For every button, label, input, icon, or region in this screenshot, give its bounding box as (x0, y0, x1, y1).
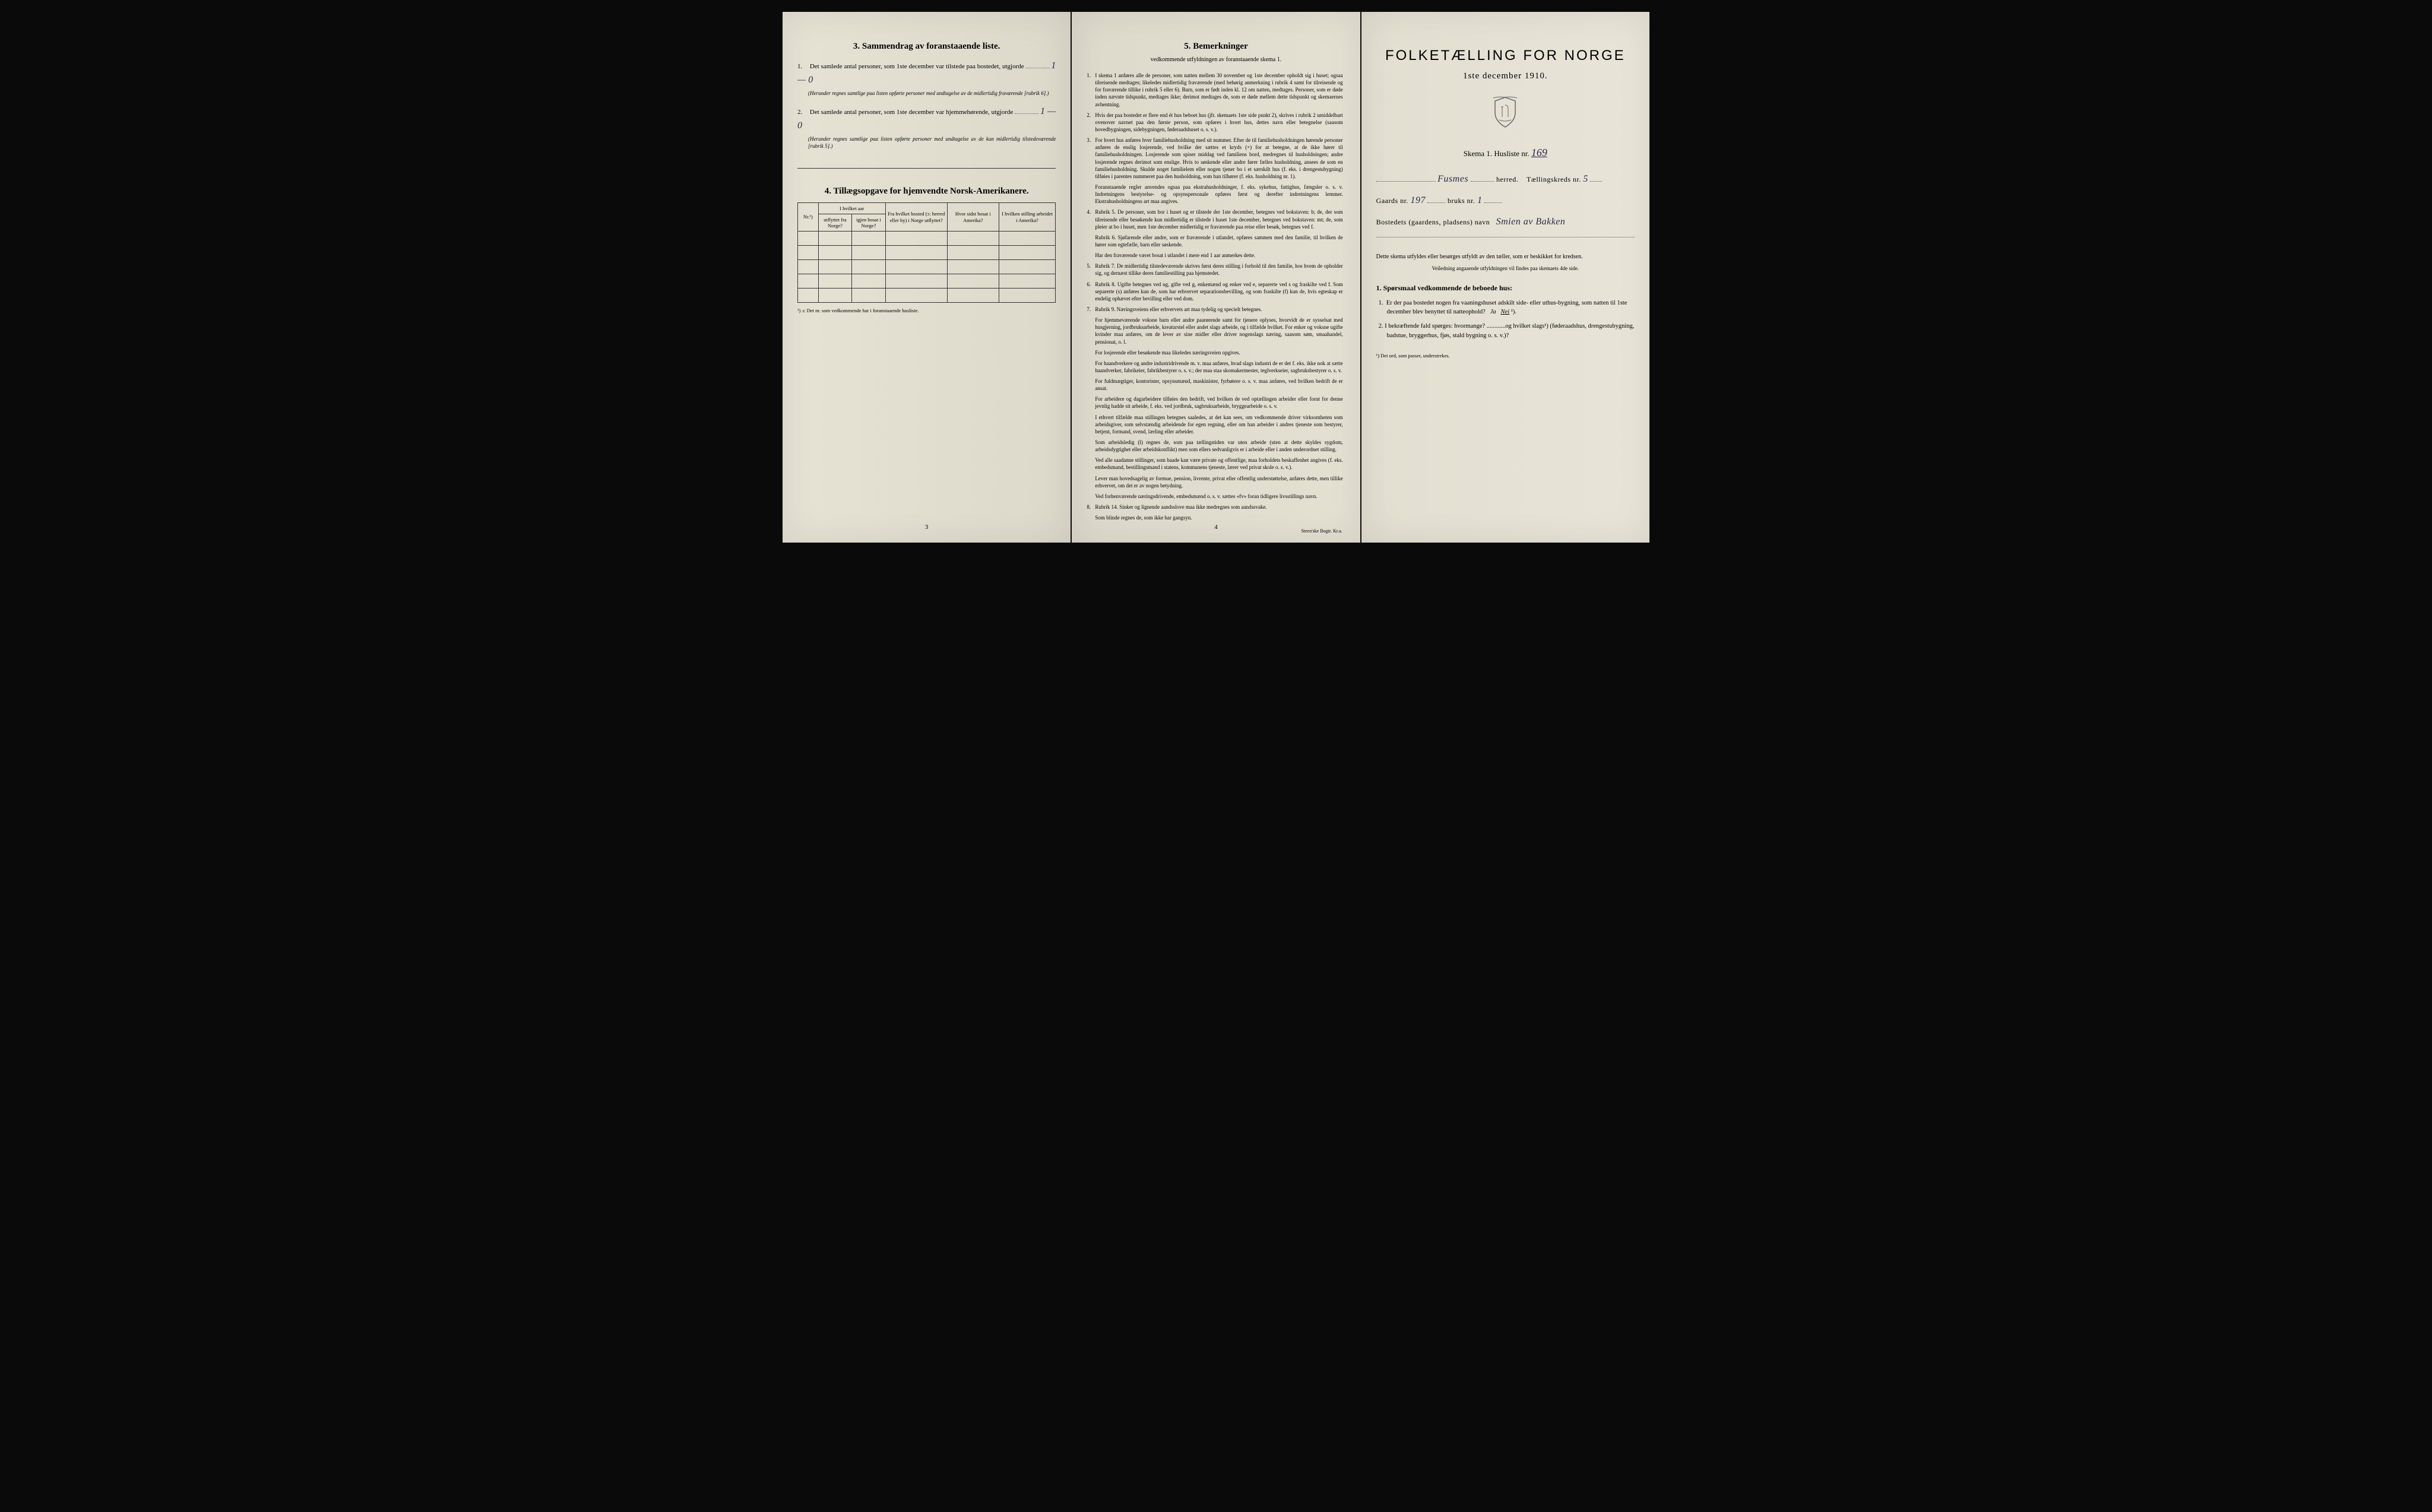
remark-item: For haandverkere og andre industridriven… (1087, 360, 1345, 374)
husliste-number: 169 (1531, 147, 1547, 159)
remark-item: 5.Rubrik 7. De midlertidig tilstedeværen… (1087, 262, 1345, 277)
page-cover: FOLKETÆLLING FOR NORGE 1ste december 191… (1361, 12, 1649, 543)
bosted-line: Bostedets (gaardens, pladsens) navn Smie… (1376, 217, 1635, 227)
section-3-header: 3. Sammendrag av foranstaaende liste. (797, 42, 1056, 52)
remark-item: I ethvert tilfælde maa stillingen betegn… (1087, 414, 1345, 435)
remark-item: 6.Rubrik 8. Ugifte betegnes ved ug, gift… (1087, 281, 1345, 302)
remark-item: Som blinde regnes de, som ikke har gangs… (1087, 514, 1345, 521)
remark-item: 4.Rubrik 5. De personer, som bor i huset… (1087, 208, 1345, 230)
remark-item: Foranstaaende regler anvendes ogsaa paa … (1087, 183, 1345, 205)
gaard-value: 197 (1410, 195, 1426, 205)
page-4: 5. Bemerkninger vedkommende utfyldningen… (1072, 12, 1360, 543)
section-5-header: 5. Bemerkninger (1087, 42, 1345, 52)
coat-of-arms-icon (1376, 96, 1635, 129)
gaard-line: Gaards nr. 197 bruks nr. 1 (1376, 195, 1635, 206)
document-date: 1ste december 1910. (1376, 71, 1635, 81)
remark-item: 7.Rubrik 9. Næringsveiens eller erhverve… (1087, 306, 1345, 313)
page-number-3: 3 (925, 524, 929, 531)
skema-line: Skema 1. Husliste nr. 169 (1376, 147, 1635, 159)
remark-item: 3.For hvert hus anføres hver familiehush… (1087, 137, 1345, 180)
questions-header: 1. Spørsmaal vedkommende de beboede hus: (1376, 284, 1635, 293)
section-4-header: 4. Tillægsopgave for hjemvendte Norsk-Am… (797, 186, 1056, 196)
instructions-block: Dette skema utfyldes eller besørges utfy… (1376, 252, 1635, 273)
emigrant-table: Nr.¹) I hvilket aar Fra hvilket bosted (… (797, 202, 1056, 303)
page-3: 3. Sammendrag av foranstaaende liste. 1.… (783, 12, 1071, 543)
remark-item: Har den fraværende været bosat i utlande… (1087, 252, 1345, 259)
answer-nei: Nei (1501, 309, 1510, 315)
remark-item: Ved alle saadanne stillinger, som baade … (1087, 457, 1345, 471)
page-number-4: 4 (1214, 524, 1218, 531)
remark-item: 2.Hvis der paa bostedet er flere end ét … (1087, 112, 1345, 133)
remark-item: For hjemmeværende voksne barn eller andr… (1087, 316, 1345, 345)
remark-item: Rubrik 6. Sjøfarende eller andre, som er… (1087, 234, 1345, 248)
document-title: FOLKETÆLLING FOR NORGE (1376, 47, 1635, 64)
bosted-value: Smien av Bakken (1496, 217, 1566, 227)
summary-item-2: 2. Det samlede antal personer, som 1ste … (797, 104, 1056, 150)
summary-item-1: 1. Det samlede antal personer, som 1ste … (797, 59, 1056, 97)
emigrant-rows (798, 232, 1056, 303)
bruks-value: 1 (1477, 195, 1483, 205)
remark-item: Som arbeidsledig (l) regnes de, som paa … (1087, 439, 1345, 453)
remark-item: 1.I skema 1 anføres alle de personer, so… (1087, 72, 1345, 108)
section-5-subheader: vedkommende utfyldningen av foranstaaend… (1087, 56, 1345, 63)
remark-item: Lever man hovedsagelig av formue, pensio… (1087, 475, 1345, 489)
remark-item: For fuldmægtiger, kontorister, opsynsmæn… (1087, 378, 1345, 392)
remarks-list: 1.I skema 1 anføres alle de personer, so… (1087, 72, 1345, 521)
question-1: 1. Er der paa bostedet nogen fra vaaning… (1387, 299, 1635, 318)
remark-item: 8.Rubrik 14. Sinker og lignende aandsslo… (1087, 503, 1345, 511)
printer-mark: Steen'ske Bogtr. Kr.a. (1301, 528, 1342, 534)
table-footnote: ¹) ɔ: Det nr. som vedkommende har i fora… (797, 308, 1056, 313)
question-2: 2. I bekræftende fald spørges: hvormange… (1387, 322, 1635, 341)
remark-item: Ved forhenværende næringsdrivende, embed… (1087, 493, 1345, 500)
remark-item: For arbeidere og dagarbeidere tilføies d… (1087, 395, 1345, 410)
footnote-right: ¹) Det ord, som passer, understrekes. (1376, 353, 1635, 359)
kreds-value: 5 (1583, 174, 1588, 184)
herred-value: Fusmes (1437, 174, 1468, 184)
herred-line: Fusmes herred. Tællingskreds nr. 5 (1376, 174, 1635, 185)
census-document: 3. Sammendrag av foranstaaende liste. 1.… (783, 12, 1649, 543)
remark-item: For losjerende eller besøkende maa likel… (1087, 349, 1345, 356)
